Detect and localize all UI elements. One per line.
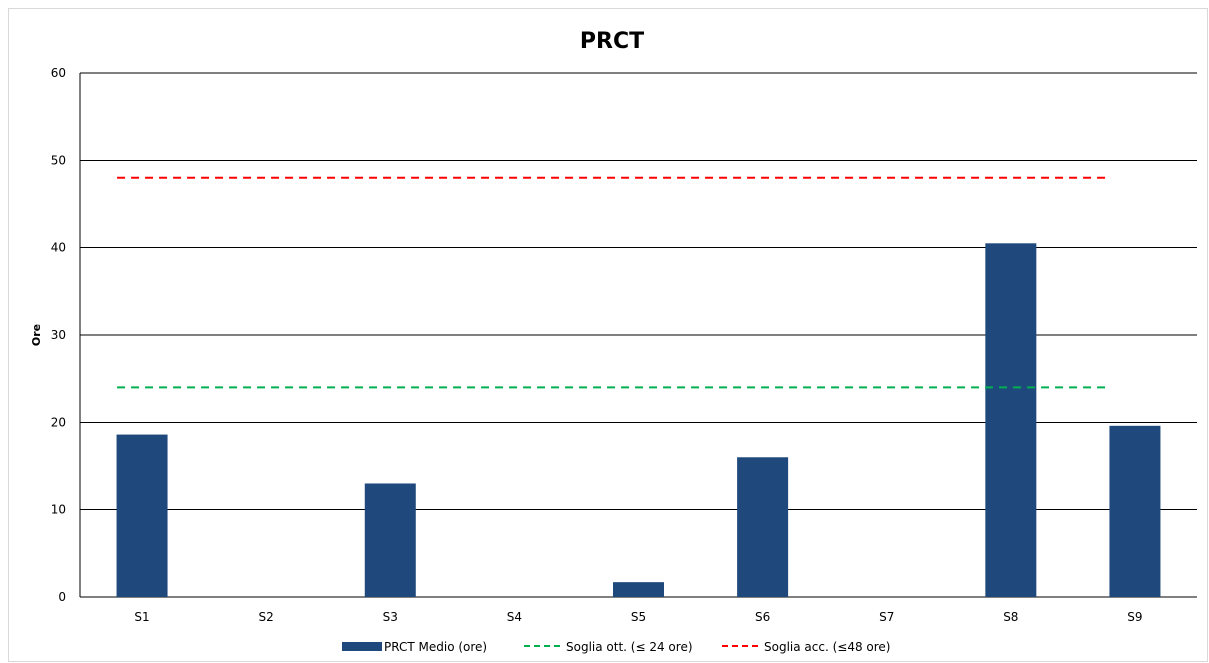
y-tick-label: 20 bbox=[51, 415, 66, 429]
x-tick-label: S9 bbox=[1127, 610, 1142, 624]
y-tick-label: 50 bbox=[51, 153, 66, 167]
x-axis-ticks: S1 S2 S3 S4 S5 S6 S7 S8 S9 bbox=[134, 610, 1142, 624]
x-tick-label: S3 bbox=[383, 610, 398, 624]
bar-s9 bbox=[1109, 425, 1161, 597]
x-tick-label: S7 bbox=[879, 610, 894, 624]
y-axis-title: Ore bbox=[30, 324, 43, 346]
x-tick-label: S2 bbox=[259, 610, 274, 624]
threshold-lines bbox=[117, 176, 1110, 389]
bar-s6 bbox=[737, 457, 789, 597]
bar-s3 bbox=[364, 483, 416, 597]
bar-s8 bbox=[985, 243, 1037, 598]
x-tick-label: S1 bbox=[134, 610, 149, 624]
x-tick-label: S6 bbox=[755, 610, 770, 624]
y-tick-label: 40 bbox=[51, 241, 66, 255]
y-tick-label: 60 bbox=[51, 66, 66, 80]
legend-label: Soglia ott. (≤ 24 ore) bbox=[566, 640, 693, 654]
y-tick-label: 30 bbox=[51, 328, 66, 342]
legend-label: PRCT Medio (ore) bbox=[384, 640, 487, 654]
legend-swatch-bar bbox=[342, 642, 382, 651]
y-axis-ticks: 0 10 20 30 40 50 60 bbox=[51, 66, 66, 604]
bar-s1 bbox=[116, 434, 168, 597]
y-tick-label: 10 bbox=[51, 503, 66, 517]
x-tick-label: S5 bbox=[631, 610, 646, 624]
y-tick-label: 0 bbox=[58, 590, 66, 604]
x-tick-label: S8 bbox=[1003, 610, 1018, 624]
chart-title: PRCT bbox=[580, 29, 644, 54]
legend-label: Soglia acc. (≤48 ore) bbox=[764, 640, 891, 654]
x-tick-label: S4 bbox=[507, 610, 522, 624]
bar-s5 bbox=[613, 582, 664, 597]
legend: PRCT Medio (ore) Soglia ott. (≤ 24 ore) So… bbox=[342, 640, 891, 654]
bars bbox=[116, 243, 1161, 598]
